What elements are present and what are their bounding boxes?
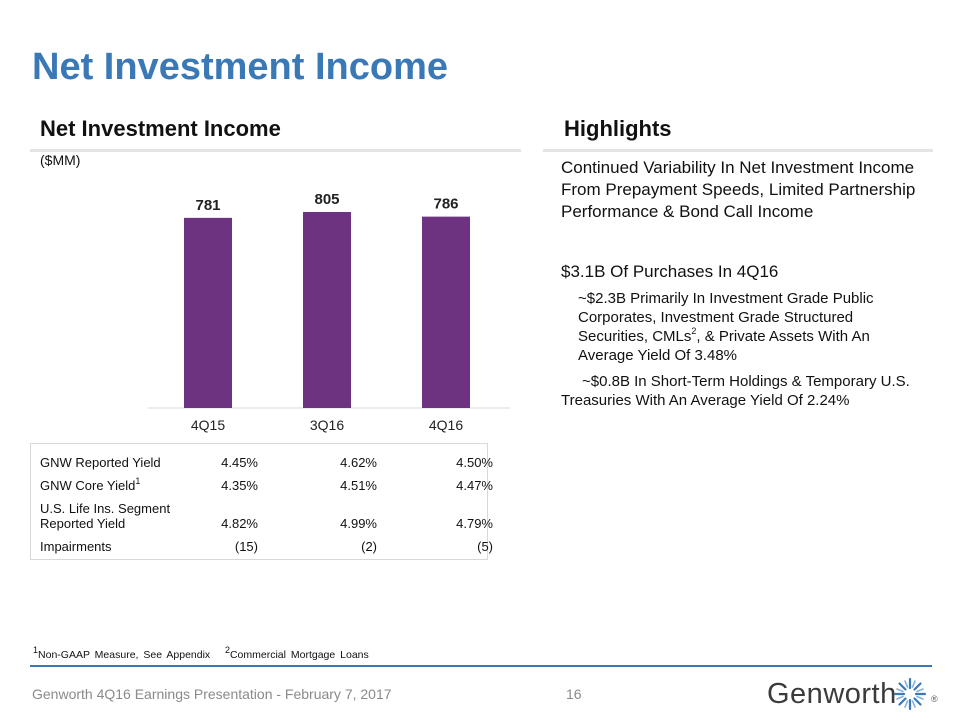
starburst-logo-icon xyxy=(893,677,927,711)
bar-4q16 xyxy=(422,216,470,408)
value-4q16: 4.47% xyxy=(456,478,493,493)
row-label-line2: Reported Yield xyxy=(40,516,126,531)
bar-4q15 xyxy=(184,217,232,408)
chart-section-heading: Net Investment Income xyxy=(40,116,281,141)
chart-section-rule xyxy=(30,149,521,152)
value-4q15: 4.35% xyxy=(221,478,258,493)
footnote-ref: 2 xyxy=(691,326,697,336)
footer-rule xyxy=(30,665,932,667)
footnote-ref: 1 xyxy=(135,475,141,486)
value-4q16: 4.50% xyxy=(456,455,493,470)
page-number: 16 xyxy=(566,686,582,702)
highlights-heading: Highlights xyxy=(564,116,672,141)
value-3q16: (2) xyxy=(361,539,377,554)
chart-units-label: ($MM) xyxy=(40,152,81,168)
row-label: Impairments xyxy=(40,539,112,554)
value-4q15: 4.45% xyxy=(221,455,258,470)
row-label-line1: U.S. Life Ins. Segment xyxy=(40,501,171,516)
registered-mark: ® xyxy=(931,694,938,704)
highlight-variability: Continued Variability In Net Investment … xyxy=(561,158,916,221)
x-tick-label: 4Q16 xyxy=(429,417,463,433)
row-label: GNW Reported Yield xyxy=(40,455,161,470)
value-4q15: 4.82% xyxy=(221,516,258,531)
value-4q16: (5) xyxy=(477,539,493,554)
yield-table: GNW Reported Yield 4.45% 4.62% 4.50% GNW… xyxy=(30,443,493,560)
value-3q16: 4.62% xyxy=(340,455,377,470)
data-label: 786 xyxy=(433,196,458,213)
genworth-logo: Genworth ® xyxy=(767,672,943,716)
value-3q16: 4.51% xyxy=(340,478,377,493)
highlights-section-rule xyxy=(543,149,933,152)
bar-3q16 xyxy=(303,212,351,408)
highlight-purchases: $3.1B Of Purchases In 4Q16 xyxy=(561,262,779,281)
value-4q16: 4.79% xyxy=(456,516,493,531)
value-4q15: (15) xyxy=(234,539,258,554)
data-label: 805 xyxy=(314,191,339,208)
highlight-bullet-public-corporates: ~$2.3B Primarily In Investment Grade Pub… xyxy=(578,290,874,364)
x-tick-label: 4Q15 xyxy=(191,417,225,433)
logo-wordmark: Genworth xyxy=(767,678,897,710)
row-label: GNW Core Yield1 xyxy=(40,475,141,493)
data-label: 781 xyxy=(195,197,220,214)
footer-text: Genworth 4Q16 Earnings Presentation - Fe… xyxy=(32,686,392,702)
slide-title: Net Investment Income xyxy=(32,46,448,88)
highlight-bullet-short-term: ~$0.8B In Short-Term Holdings & Temporar… xyxy=(561,373,910,409)
footnotes: 1Non-GAAP Measure, See Appendix 2Commerc… xyxy=(33,644,369,661)
net-investment-income-chart: 781 4Q15 805 3Q16 786 4Q16 xyxy=(148,191,510,433)
x-tick-label: 3Q16 xyxy=(310,417,344,433)
value-3q16: 4.99% xyxy=(340,516,377,531)
